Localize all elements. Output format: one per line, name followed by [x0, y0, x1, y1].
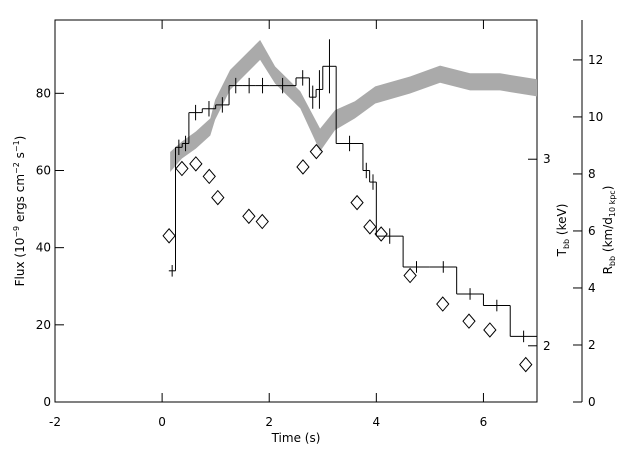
- y-axis-label-part: −2: [12, 162, 21, 174]
- y-axis-label-part: −1: [12, 140, 21, 152]
- temperature-diamond: [519, 356, 533, 373]
- y-axis-label-part: −9: [12, 226, 21, 238]
- temperature-diamond: [211, 189, 225, 206]
- y2-axis-label-part: bb: [608, 256, 617, 266]
- y2-tick-label: 8: [588, 167, 596, 181]
- y3-tick-label: 3: [543, 152, 551, 166]
- y2-axis-label-part: 10 kpc: [608, 190, 617, 217]
- y2-tick-label: 4: [588, 281, 596, 295]
- y2-axis-label: Rbb (km/d10 kpc): [601, 186, 617, 275]
- temperature-diamond: [363, 219, 377, 235]
- y-axis-label-part: ): [13, 136, 27, 141]
- temperature-diamond: [403, 267, 417, 284]
- temperature-diamond: [175, 160, 189, 177]
- y-axis-label: Flux (10−9 ergs cm−2 s−1): [12, 136, 27, 287]
- y-tick-label: 80: [36, 86, 51, 100]
- y2-tick-label: 12: [588, 53, 603, 67]
- temperature-diamond: [374, 226, 388, 242]
- x-tick-label: 0: [158, 415, 166, 429]
- x-tick-label: -2: [49, 415, 61, 429]
- y-tick-label: 0: [43, 395, 51, 409]
- temperature-diamond: [309, 143, 324, 160]
- y3-tick-label: 2: [543, 339, 551, 353]
- y2-axis-label-part: R: [601, 266, 615, 274]
- temperature-diamond: [162, 228, 176, 244]
- y-axis-label-part: Flux (10: [13, 238, 27, 287]
- y3-axis-label-part: (keV): [555, 204, 569, 239]
- x-axis-label: Time (s): [271, 431, 321, 445]
- y2-tick-label: 6: [588, 224, 596, 238]
- y2-tick-label: 10: [588, 110, 603, 124]
- y-tick-label: 60: [36, 163, 51, 177]
- temperature-diamond: [483, 322, 497, 338]
- radius-band: [170, 39, 537, 172]
- y-axis-label-part: ergs cm: [13, 174, 27, 226]
- plot-frame: [54, 19, 538, 403]
- temperature-diamond: [436, 296, 450, 312]
- temperature-diamond: [296, 159, 310, 175]
- x-tick-label: 2: [265, 415, 273, 429]
- temperature-diamond: [202, 168, 216, 185]
- y2-tick-label: 0: [588, 395, 596, 409]
- x-tick-label: 4: [373, 415, 381, 429]
- temperature-diamond: [189, 156, 203, 172]
- temperature-diamond: [462, 313, 476, 329]
- temperature-diamond: [242, 208, 256, 225]
- y3-axis-label-part: bb: [562, 239, 571, 249]
- y3-axis-label: Tbb (keV): [555, 204, 571, 258]
- y-axis-label-part: s: [13, 152, 27, 162]
- x-tick-label: 6: [480, 415, 488, 429]
- y2-axis-label-part: (km/d: [601, 217, 615, 256]
- y2-tick-label: 2: [588, 338, 596, 352]
- y-tick-label: 20: [36, 318, 51, 332]
- y-tick-label: 40: [36, 241, 51, 255]
- temperature-diamond: [255, 213, 269, 230]
- y2-axis-label-part: ): [601, 186, 615, 191]
- temperature-diamond: [350, 194, 364, 211]
- y3-axis-label-part: T: [555, 248, 569, 257]
